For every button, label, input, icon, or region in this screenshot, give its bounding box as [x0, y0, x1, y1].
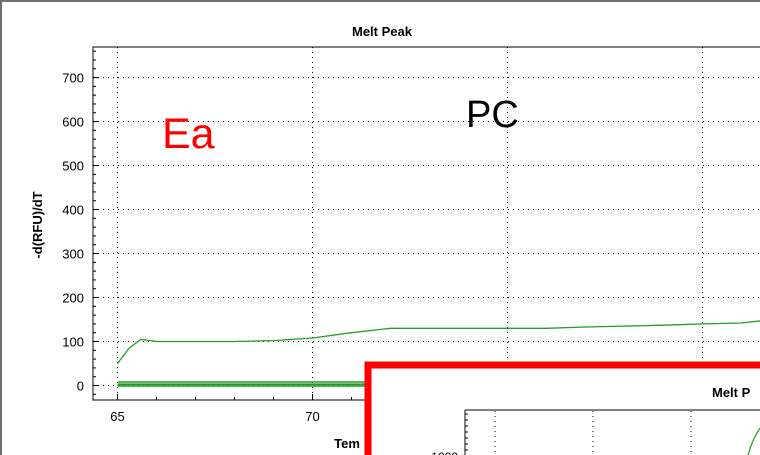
y-tick-label: 600: [62, 115, 84, 130]
x-tick-label: 70: [305, 409, 319, 424]
inset-series-line: [747, 427, 760, 455]
y-tick-label: 400: [62, 203, 84, 218]
x-axis-label: Tem: [334, 436, 360, 451]
inset-y-tick-label: 1000: [431, 450, 458, 455]
annotation-ea: Ea: [162, 110, 215, 158]
y-tick-label: 500: [62, 159, 84, 174]
y-axis-label: -d(RFU)/dT: [30, 191, 45, 258]
x-tick-label: 65: [110, 409, 124, 424]
melt-curve-pc: [116, 320, 760, 364]
y-tick-label: 300: [62, 247, 84, 262]
inset-gridlines: [465, 411, 692, 455]
inset-title: Melt P: [712, 385, 751, 400]
y-axis-ticks: 0 100 200 300 400 500 600 700: [62, 50, 99, 395]
y-tick-label: 0: [77, 379, 84, 394]
y-tick-label: 200: [62, 291, 84, 306]
y-tick-label: 700: [62, 71, 84, 86]
y-tick-label: 100: [62, 335, 84, 350]
inset-chart-window: Melt P 1000: [364, 361, 760, 455]
plot-area: [92, 46, 760, 401]
annotation-pc: PC: [466, 94, 519, 136]
chart-title: Melt Peak: [352, 24, 413, 39]
